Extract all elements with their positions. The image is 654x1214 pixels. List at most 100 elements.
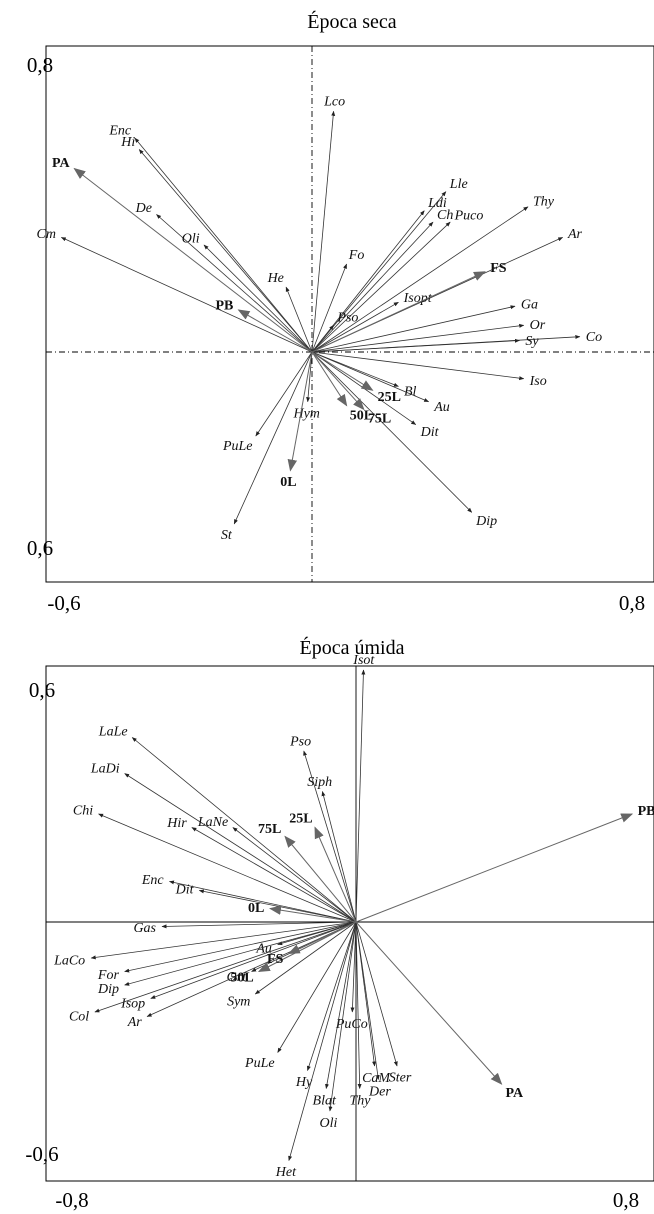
species-label-laco: LaCo <box>53 954 85 969</box>
species-vector-ga <box>311 305 516 353</box>
species-label-dit: Dit <box>420 425 440 440</box>
env-vector-75l <box>311 351 365 411</box>
species-label-enc: Enc <box>141 873 165 888</box>
species-label-hir: Hir <box>166 816 187 831</box>
env-vector-25l <box>311 351 374 391</box>
tick-label-y-top: 0,6 <box>29 678 55 702</box>
species-vector-thy <box>355 921 362 1089</box>
species-label-gas: Gas <box>133 921 156 936</box>
species-label-ar: Ar <box>567 227 583 242</box>
species-vector-lco <box>311 110 336 353</box>
env-label-0l: 0L <box>248 901 264 916</box>
env-label-pb: PB <box>216 299 234 314</box>
env-label-0l: 0L <box>280 475 296 490</box>
species-vector-gas <box>161 921 357 929</box>
species-vector-der <box>355 921 380 1080</box>
env-vector-pb <box>237 309 313 353</box>
env-label-pb: PB <box>638 804 654 819</box>
species-label-pso: Pso <box>289 735 311 750</box>
env-vector-fs <box>311 271 486 353</box>
species-label-pule: PuLe <box>222 439 253 454</box>
species-vector-lle <box>311 191 447 353</box>
species-vector-fo <box>311 263 347 353</box>
tick-label-x-right: 0,8 <box>619 591 645 615</box>
species-vector-isopt <box>311 301 399 353</box>
species-label-ch: Ch <box>437 208 453 223</box>
species-vector-he <box>285 286 313 353</box>
tick-label-x-right: 0,8 <box>613 1188 639 1212</box>
env-label-75l: 75L <box>368 412 391 427</box>
tick-label-y-top: 0,8 <box>27 53 53 77</box>
species-vector-enc <box>134 137 313 353</box>
species-vector-ch <box>311 221 434 353</box>
species-label-pule: PuLe <box>244 1056 275 1071</box>
species-label-or: Or <box>530 318 546 333</box>
species-label-col: Col <box>69 1010 89 1025</box>
env-vector-50l <box>257 921 357 973</box>
env-label-fs: FS <box>490 261 507 276</box>
species-vector-sym <box>254 921 357 995</box>
species-label-het: Het <box>275 1165 297 1180</box>
species-label-puco: Puco <box>454 209 484 224</box>
species-label-he: He <box>267 271 284 286</box>
species-vector-for <box>124 921 357 973</box>
env-label-pa: PA <box>506 1086 525 1101</box>
species-label-isopt: Isopt <box>403 291 433 306</box>
species-label-hym: Hym <box>292 407 319 422</box>
species-label-dip: Dip <box>475 514 497 529</box>
env-vector-50l <box>311 351 348 407</box>
species-label-thy: Thy <box>533 195 555 210</box>
species-label-ldi: Ldi <box>427 196 447 211</box>
species-label-lco: Lco <box>323 94 345 109</box>
env-label-25l: 25L <box>289 811 312 826</box>
species-vector-siph <box>321 791 357 923</box>
species-label-au: Au <box>433 400 450 415</box>
species-vector-lale <box>131 737 357 923</box>
species-vector-hir <box>191 827 357 923</box>
env-label-50l: 50L <box>230 971 253 986</box>
tick-label-y-bottom: -0,6 <box>25 1142 58 1166</box>
species-label-oli: Oli <box>182 231 200 246</box>
species-vector-isop <box>150 921 357 999</box>
species-vector-isot <box>355 669 366 923</box>
species-label-de: De <box>135 201 152 216</box>
species-vector-dit <box>198 889 357 923</box>
species-vector-dip <box>311 351 473 513</box>
species-vector-sy <box>311 338 520 353</box>
species-vector-puco <box>350 921 357 1013</box>
species-label-st: St <box>221 528 233 543</box>
panel-title: Época úmida <box>300 636 405 659</box>
species-vector-cm <box>60 237 313 353</box>
env-label-75l: 75L <box>258 822 281 837</box>
species-label-lale: LaLe <box>98 725 128 740</box>
species-vector-hi <box>138 149 313 353</box>
tick-label-x-left: -0,8 <box>55 1188 88 1212</box>
species-vector-oli <box>328 921 357 1112</box>
species-vector-laco <box>90 921 357 960</box>
species-vector-st <box>233 351 313 525</box>
species-label-puco: PuCo <box>335 1017 368 1032</box>
species-label-lane: LaNe <box>197 815 228 830</box>
species-label-cm: Cm <box>37 227 56 242</box>
species-label-der: Der <box>368 1084 391 1099</box>
env-label-50l: 50L <box>350 409 373 424</box>
species-label-sy: Sy <box>525 334 539 349</box>
species-vector-oli <box>203 244 313 353</box>
panel-title: Época seca <box>307 10 397 33</box>
species-label-ster: Ster <box>389 1071 412 1086</box>
species-label-blat: Blat <box>313 1093 337 1108</box>
species-vector-hym <box>306 351 313 403</box>
env-vector-pb <box>355 813 634 923</box>
species-vector-hy <box>306 921 357 1071</box>
species-vector-enc <box>169 880 357 923</box>
species-vector-col <box>94 921 357 1013</box>
species-vector-or <box>311 323 525 353</box>
env-label-fs: FS <box>267 952 284 967</box>
species-vector-de <box>156 214 313 353</box>
tick-label-x-left: -0,6 <box>47 591 80 615</box>
species-label-for: For <box>97 968 120 983</box>
species-label-lle: Lle <box>449 177 468 192</box>
species-label-fo: Fo <box>348 248 365 263</box>
